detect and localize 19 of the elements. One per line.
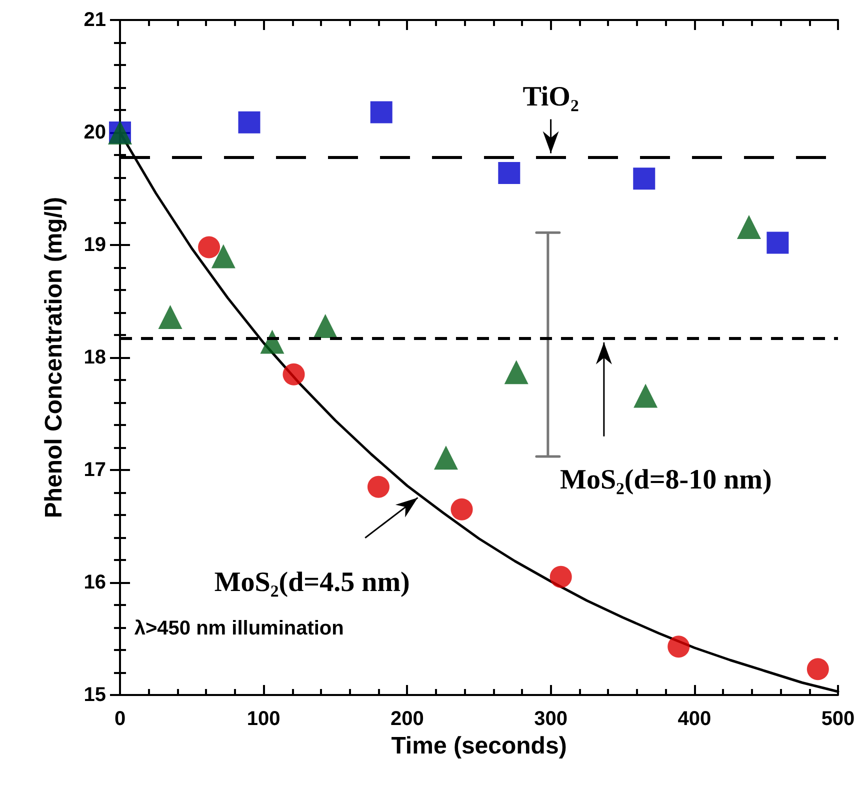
annotation: TiO₂ xyxy=(522,81,579,112)
y-tick-label: 21 xyxy=(84,9,106,31)
x-tick-label: 0 xyxy=(114,708,126,730)
y-tick-label: 17 xyxy=(84,459,106,481)
x-axis-title: Time (seconds) xyxy=(391,732,567,760)
annotation: MoS₂(d=4.5 nm) xyxy=(214,566,410,598)
x-tick-label: 300 xyxy=(534,708,568,730)
annotation: λ>450 nm illumination xyxy=(134,617,344,640)
x-tick-label: 500 xyxy=(821,708,855,730)
y-axis-title: Phenol Concentration (mg/l) xyxy=(40,196,68,518)
y-tick-label: 20 xyxy=(84,122,106,144)
x-tick-label: 400 xyxy=(678,708,712,730)
annotation: MoS₂(d=8-10 nm) xyxy=(560,464,772,496)
y-tick-label: 16 xyxy=(84,572,106,594)
x-tick-label: 100 xyxy=(246,708,280,730)
y-tick-label: 18 xyxy=(84,346,106,368)
y-tick-label: 19 xyxy=(84,234,106,256)
x-tick-label: 200 xyxy=(390,708,424,730)
y-tick-label: 15 xyxy=(84,684,106,706)
